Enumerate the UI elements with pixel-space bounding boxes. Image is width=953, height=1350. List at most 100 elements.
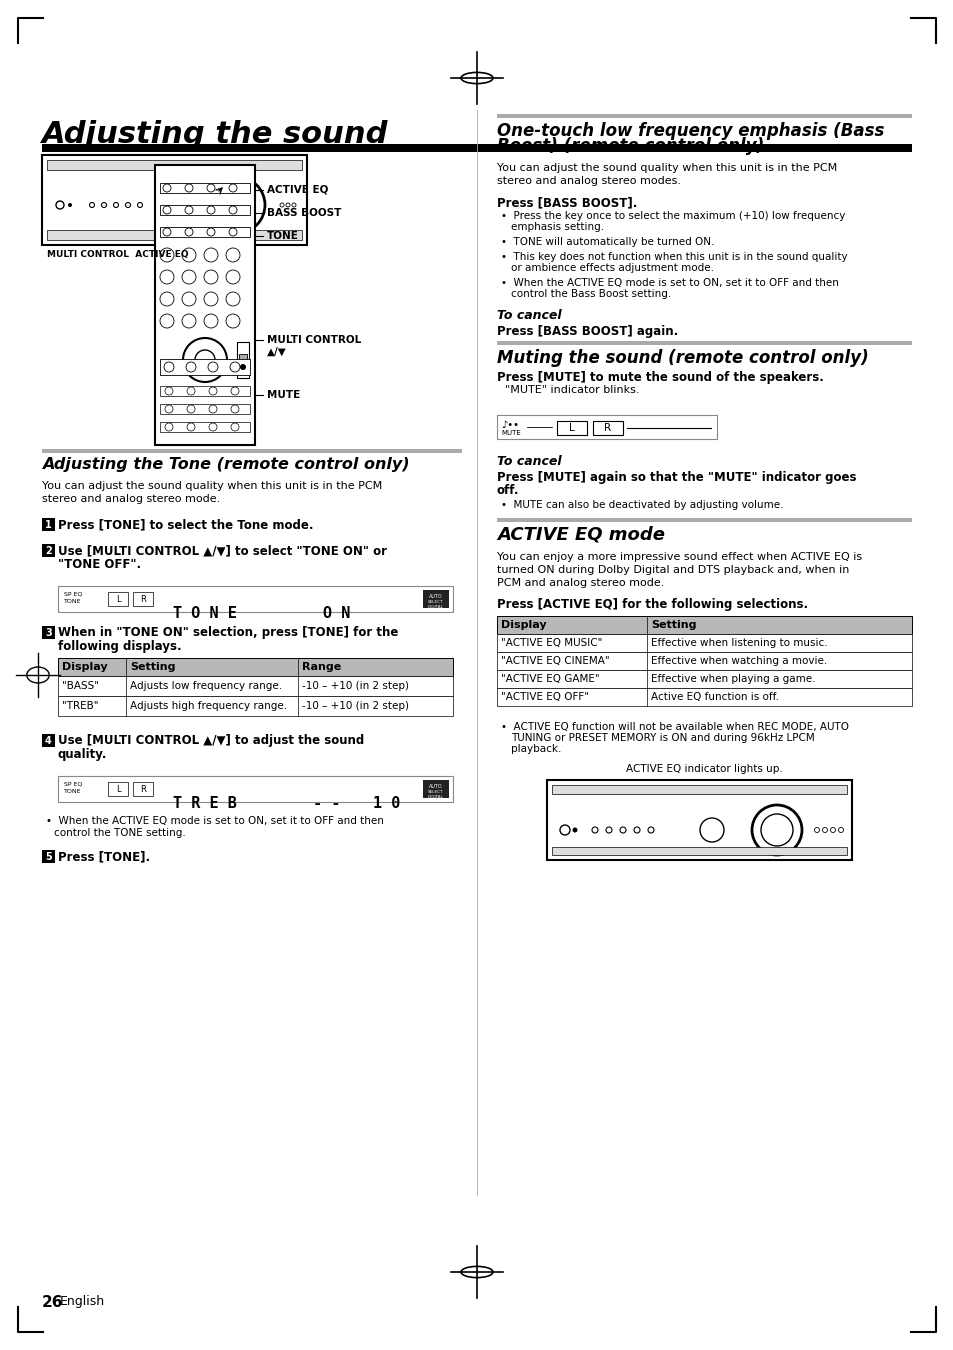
Text: Use [MULTI CONTROL ▲/▼] to select "TONE ON" or: Use [MULTI CONTROL ▲/▼] to select "TONE … [58, 544, 387, 558]
Text: L: L [115, 594, 120, 603]
Text: DIGITAL: DIGITAL [428, 605, 443, 609]
Text: R: R [140, 594, 146, 603]
Bar [42, 734, 55, 747]
Text: 3: 3 [45, 628, 51, 637]
Text: 5: 5 [45, 852, 51, 861]
Text: ACTIVE EQ: ACTIVE EQ [267, 185, 328, 194]
Text: TUNING or PRESET MEMORY is ON and during 96kHz LPCM: TUNING or PRESET MEMORY is ON and during… [511, 733, 814, 743]
Bar [108, 782, 128, 796]
Text: •  TONE will automatically be turned ON.: • TONE will automatically be turned ON. [500, 238, 714, 247]
Bar [497, 414, 717, 439]
Bar [160, 423, 250, 432]
Text: MULTI CONTROL: MULTI CONTROL [267, 335, 361, 346]
Text: BASS BOOST: BASS BOOST [267, 208, 341, 217]
Text: Press [TONE] to select the Tone mode.: Press [TONE] to select the Tone mode. [58, 518, 314, 531]
Text: Active EQ function is off.: Active EQ function is off. [650, 693, 779, 702]
Bar [160, 184, 250, 193]
Bar [497, 688, 911, 706]
Text: control the TONE setting.: control the TONE setting. [54, 828, 186, 838]
Bar [42, 144, 911, 153]
Bar [160, 359, 250, 375]
Text: 26: 26 [42, 1295, 64, 1309]
Bar [557, 421, 586, 435]
Text: SP EQ: SP EQ [64, 591, 82, 595]
Bar [58, 657, 453, 676]
Text: Effective when watching a movie.: Effective when watching a movie. [650, 656, 826, 666]
Text: Range: Range [302, 662, 341, 672]
Text: Adjusts low frequency range.: Adjusts low frequency range. [130, 680, 282, 691]
Bar [239, 354, 247, 366]
Bar [160, 404, 250, 414]
Text: Boost) (remote control only): Boost) (remote control only) [497, 136, 763, 155]
Text: To cancel: To cancel [497, 309, 561, 323]
Text: "TREB": "TREB" [62, 701, 98, 711]
Text: To cancel: To cancel [497, 455, 561, 468]
Text: "TONE OFF".: "TONE OFF". [58, 558, 141, 571]
Text: MUTE: MUTE [500, 431, 520, 436]
Text: Press [BASS BOOST].: Press [BASS BOOST]. [497, 196, 637, 209]
Bar [497, 634, 911, 652]
Circle shape [572, 828, 577, 833]
Text: Muting the sound (remote control only): Muting the sound (remote control only) [497, 350, 868, 367]
Bar [47, 161, 302, 170]
Bar [42, 850, 55, 863]
Text: "ACTIVE EQ CINEMA": "ACTIVE EQ CINEMA" [500, 656, 609, 666]
Bar [154, 165, 254, 446]
Text: •  When the ACTIVE EQ mode is set to ON, set it to OFF and then: • When the ACTIVE EQ mode is set to ON, … [46, 815, 383, 826]
Circle shape [68, 202, 71, 207]
Text: ♪••: ♪•• [500, 420, 518, 431]
Text: You can enjoy a more impressive sound effect when ACTIVE EQ is: You can enjoy a more impressive sound ef… [497, 552, 862, 562]
Text: TONE: TONE [64, 599, 81, 603]
Bar [552, 784, 846, 794]
Text: R: R [140, 784, 146, 794]
Text: AUTO: AUTO [429, 784, 442, 788]
Text: -10 – +10 (in 2 step): -10 – +10 (in 2 step) [302, 701, 409, 711]
Bar [422, 590, 449, 608]
Text: ACTIVE EQ mode: ACTIVE EQ mode [497, 526, 664, 544]
Bar [58, 676, 453, 697]
Text: MUTE: MUTE [267, 390, 300, 400]
Text: Press [BASS BOOST] again.: Press [BASS BOOST] again. [497, 325, 678, 338]
Bar [160, 227, 250, 238]
Text: - -: - - [313, 796, 340, 811]
Text: Press [TONE].: Press [TONE]. [58, 850, 150, 863]
Text: English: English [60, 1295, 105, 1308]
Text: stereo and analog stereo modes.: stereo and analog stereo modes. [497, 176, 680, 186]
Text: 2: 2 [45, 545, 51, 555]
Text: TONE: TONE [64, 788, 81, 794]
Text: off.: off. [497, 485, 519, 497]
Bar [236, 342, 249, 378]
Bar [546, 780, 851, 860]
Text: Press [MUTE] to mute the sound of the speakers.: Press [MUTE] to mute the sound of the sp… [497, 371, 823, 383]
Text: quality.: quality. [58, 748, 108, 761]
Bar [108, 593, 128, 606]
Text: "BASS": "BASS" [62, 680, 99, 691]
Text: 4: 4 [45, 736, 51, 745]
Text: following displays.: following displays. [58, 640, 181, 653]
Bar [497, 342, 911, 346]
Text: playback.: playback. [511, 744, 560, 755]
Text: "ACTIVE EQ GAME": "ACTIVE EQ GAME" [500, 674, 599, 684]
Bar [160, 386, 250, 396]
Text: Adjusting the Tone (remote control only): Adjusting the Tone (remote control only) [42, 458, 409, 472]
Text: -10 – +10 (in 2 step): -10 – +10 (in 2 step) [302, 680, 409, 691]
Text: •  This key does not function when this unit is in the sound quality: • This key does not function when this u… [500, 252, 846, 262]
Text: TONE: TONE [267, 231, 298, 242]
Text: SELECT: SELECT [428, 599, 443, 603]
Text: T R E B: T R E B [172, 796, 236, 811]
Text: or ambience effects adjustment mode.: or ambience effects adjustment mode. [511, 263, 713, 273]
Text: AUTO: AUTO [429, 594, 442, 599]
Bar [42, 544, 55, 558]
Text: MULTI CONTROL  ACTIVE EQ: MULTI CONTROL ACTIVE EQ [47, 250, 189, 259]
Text: Adjusts high frequency range.: Adjusts high frequency range. [130, 701, 287, 711]
Text: Effective when playing a game.: Effective when playing a game. [650, 674, 815, 684]
Text: •  Press the key once to select the maximum (+10) low frequency: • Press the key once to select the maxim… [500, 211, 844, 221]
Text: •  ACTIVE EQ function will not be available when REC MODE, AUTO: • ACTIVE EQ function will not be availab… [500, 722, 848, 732]
Bar [497, 652, 911, 670]
Text: L: L [569, 423, 575, 433]
Text: "ACTIVE EQ MUSIC": "ACTIVE EQ MUSIC" [500, 639, 601, 648]
Text: "MUTE" indicator blinks.: "MUTE" indicator blinks. [504, 385, 639, 396]
Text: O N: O N [323, 606, 350, 621]
Text: L: L [115, 784, 120, 794]
Text: "ACTIVE EQ OFF": "ACTIVE EQ OFF" [500, 693, 588, 702]
